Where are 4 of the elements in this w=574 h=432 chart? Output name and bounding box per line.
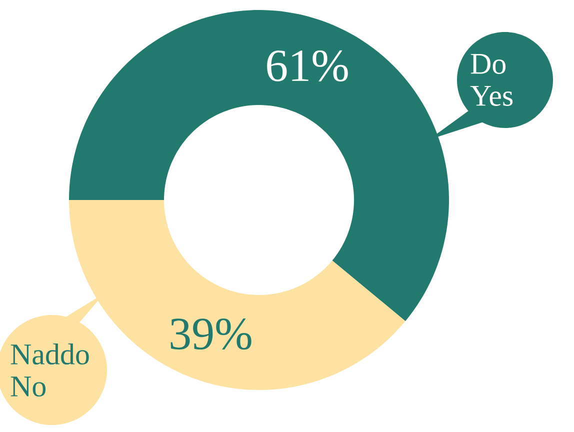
data-label: 39% [170,318,252,350]
slice-label: Naddo No [10,343,89,397]
slice-label: Do Yes [470,54,513,106]
data-label: 61% [267,50,348,82]
